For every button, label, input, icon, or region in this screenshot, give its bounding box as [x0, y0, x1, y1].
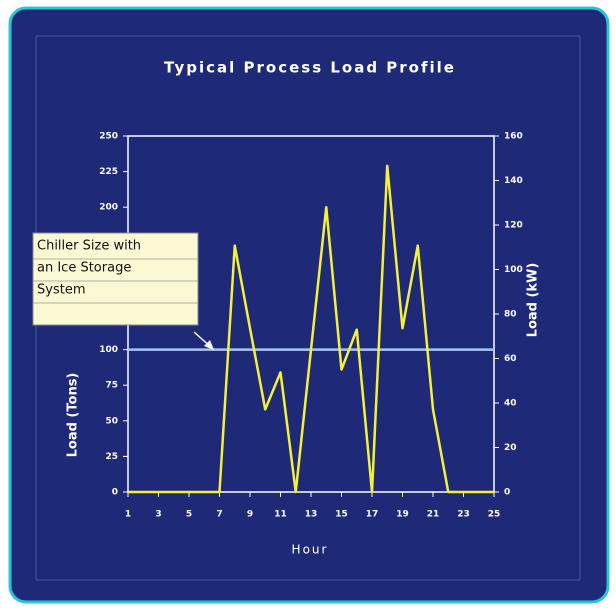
y-tick-label: 50 [105, 416, 118, 426]
x-tick-label: 17 [366, 510, 379, 520]
chart-title: Typical Process Load Profile [164, 59, 456, 77]
annotation-text: System [37, 283, 85, 298]
y-axis-label: Load (Tons) [66, 373, 81, 458]
annotation-text: an Ice Storage [37, 261, 131, 276]
y2-tick-label: 40 [504, 399, 517, 409]
panel [8, 6, 610, 604]
x-tick-label: 23 [457, 510, 470, 520]
x-tick-label: 7 [216, 510, 222, 520]
y2-tick-label: 60 [504, 354, 517, 364]
y2-tick-label: 160 [504, 132, 523, 142]
y2-tick-label: 140 [504, 176, 523, 186]
y2-tick-label: 80 [504, 310, 517, 320]
x-tick-label: 9 [247, 510, 253, 520]
annotation-text: Chiller Size with [37, 239, 141, 254]
y-tick-label: 100 [99, 345, 118, 355]
y2-axis-label: Load (kW) [526, 263, 541, 338]
y2-tick-label: 0 [504, 488, 510, 498]
y-tick-label: 225 [99, 167, 118, 177]
x-axis-label: Hour [292, 543, 329, 557]
x-tick-label: 25 [488, 510, 501, 520]
y2-tick-label: 120 [504, 221, 523, 231]
x-tick-label: 5 [186, 510, 192, 520]
x-tick-label: 21 [427, 510, 440, 520]
y-tick-label: 25 [105, 452, 118, 462]
x-tick-label: 19 [396, 510, 409, 520]
x-tick-label: 3 [155, 510, 161, 520]
x-tick-label: 11 [274, 510, 287, 520]
annotation-box [32, 232, 199, 326]
x-tick-label: 15 [335, 510, 348, 520]
x-tick-label: 1 [125, 510, 131, 520]
y2-tick-label: 20 [504, 443, 517, 453]
data-line [128, 164, 494, 494]
y-tick-label: 250 [99, 132, 118, 142]
annotation-arrowhead [204, 340, 214, 350]
y2-tick-label: 100 [504, 265, 523, 275]
y-tick-label: 0 [112, 488, 118, 498]
y-tick-label: 75 [105, 381, 118, 391]
y-tick-label: 200 [99, 203, 118, 213]
x-tick-label: 13 [305, 510, 318, 520]
